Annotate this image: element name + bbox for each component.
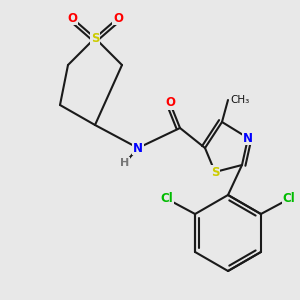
Text: N: N [243,131,253,145]
Text: S: S [91,32,99,44]
Text: Cl: Cl [283,193,295,206]
Text: O: O [67,11,77,25]
Text: CH₃: CH₃ [230,95,249,105]
Text: O: O [165,97,175,110]
Text: S: S [211,166,219,178]
Text: N: N [133,142,143,154]
Text: O: O [113,11,123,25]
Text: Cl: Cl [161,193,173,206]
Text: H: H [120,158,130,168]
